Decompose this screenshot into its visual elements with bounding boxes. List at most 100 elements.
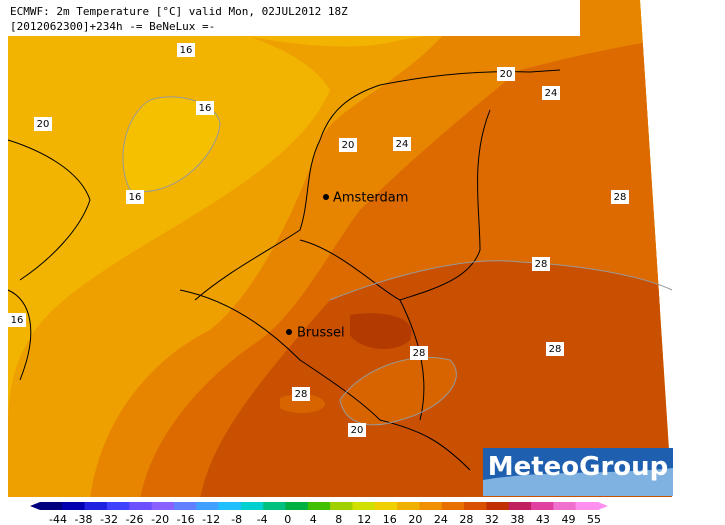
scale-swatch — [419, 502, 443, 510]
scale-label: -44 — [49, 513, 67, 525]
scale-arrow-right — [598, 502, 608, 510]
scale-swatch — [285, 502, 309, 510]
contour-label-box — [410, 346, 428, 360]
city-label: Amsterdam — [333, 191, 408, 206]
scale-swatch — [352, 502, 376, 510]
scale-label: -12 — [202, 513, 220, 525]
contour-label: 28 — [413, 348, 426, 359]
contour-label: 28 — [614, 192, 627, 203]
contour-label: 16 — [180, 45, 193, 56]
coast-uk — [7, 139, 91, 281]
scale-label: -16 — [177, 513, 195, 525]
logo-text: MeteoGroup — [488, 452, 669, 482]
contour-labels: 16 16 16 20 20 20 24 24 28 28 28 28 28 20 16 — [8, 43, 629, 437]
contour-label-box — [542, 86, 560, 100]
contour-label-box — [177, 43, 195, 57]
scale-label: 49 — [561, 513, 575, 525]
contour-label-box — [8, 313, 26, 327]
scale-swatch — [441, 502, 465, 510]
contour-label-box — [339, 138, 357, 152]
scale-swatch — [84, 502, 108, 510]
contour-label: 16 — [11, 315, 24, 326]
scale-swatch — [173, 502, 197, 510]
scale-label: 12 — [357, 513, 371, 525]
scale-swatch — [196, 502, 220, 510]
scale-label: 16 — [383, 513, 397, 525]
scale-label: 32 — [485, 513, 499, 525]
temperature-field — [8, 0, 672, 497]
scale-arrow-left — [30, 502, 40, 510]
scale-label: 4 — [310, 513, 317, 525]
contour-label-box — [292, 387, 310, 401]
scale-label: 38 — [510, 513, 524, 525]
scale-swatch — [40, 502, 63, 510]
header-box — [8, 0, 580, 36]
scale-swatch — [263, 502, 287, 510]
contour-label: 24 — [396, 139, 409, 150]
scale-swatch — [218, 502, 242, 510]
contour-label-box — [393, 137, 411, 151]
scale-label: 0 — [284, 513, 291, 525]
scale-label: -4 — [257, 513, 268, 525]
zone-30 — [350, 313, 412, 350]
scale-swatch — [62, 502, 86, 510]
scale-swatch — [531, 502, 554, 510]
contour-label: 28 — [295, 389, 308, 400]
contour-label: 28 — [535, 259, 548, 270]
scale-label: -20 — [151, 513, 169, 525]
scale-swatch — [106, 502, 130, 510]
coast-uk-south — [7, 289, 32, 381]
logo-wave — [483, 468, 673, 496]
scale-swatch — [397, 502, 420, 510]
scale-label: 55 — [587, 513, 601, 525]
scale-swatch — [508, 502, 532, 510]
header-line: ECMWF: 2m Temperature [°C] valid Mon, 02… — [10, 5, 348, 18]
scale-label: 8 — [335, 513, 342, 525]
contour-label: 20 — [37, 119, 50, 130]
scale-swatch — [575, 502, 599, 510]
scale-swatch — [486, 502, 510, 510]
header-line: [2012062300]+234h -= BeNeLux =- — [10, 20, 215, 33]
scale-swatch — [240, 502, 264, 510]
city-marker — [286, 329, 292, 335]
scale-label: -26 — [126, 513, 144, 525]
scale-label: -8 — [231, 513, 242, 525]
contour-label-box — [546, 342, 564, 356]
color-scale: -44 -38 -32 -26 -20 -16 -12 -8 -4 0 4 8 12 16 20 24 28 32… — [30, 502, 608, 525]
city-label: Brussel — [297, 326, 345, 341]
scale-label: -32 — [100, 513, 118, 525]
zone-26c — [280, 394, 325, 413]
contour-label: 16 — [199, 103, 212, 114]
coastlines — [7, 69, 561, 471]
contour-label-box — [611, 190, 629, 204]
contour-label: 20 — [342, 140, 355, 151]
contour-label: 20 — [351, 425, 364, 436]
scale-label: 28 — [459, 513, 473, 525]
contour-label-box — [196, 101, 214, 115]
scale-swatch — [374, 502, 398, 510]
scale-label: 24 — [434, 513, 448, 525]
border-be-fr — [179, 289, 471, 471]
contour-label-box — [126, 190, 144, 204]
city-marker — [323, 194, 329, 200]
scale-swatch — [330, 502, 353, 510]
scale-swatch — [553, 502, 577, 510]
zone-26b — [340, 357, 457, 425]
contour-label: 16 — [129, 192, 142, 203]
coast-nl — [194, 69, 561, 301]
scale-swatch — [151, 502, 175, 510]
contour-label: 28 — [549, 344, 562, 355]
scale-label: 43 — [536, 513, 550, 525]
contour-label-box — [348, 423, 366, 437]
contour-label-box — [497, 67, 515, 81]
contour-label: 20 — [500, 69, 513, 80]
border-nl-de — [299, 109, 491, 301]
scale-label: -38 — [75, 513, 93, 525]
zone-16b — [122, 96, 220, 192]
scale-label: 20 — [408, 513, 422, 525]
scale-swatch — [129, 502, 153, 510]
scale-swatch — [464, 502, 487, 510]
scale-swatch — [307, 502, 331, 510]
contour-label-box — [34, 117, 52, 131]
